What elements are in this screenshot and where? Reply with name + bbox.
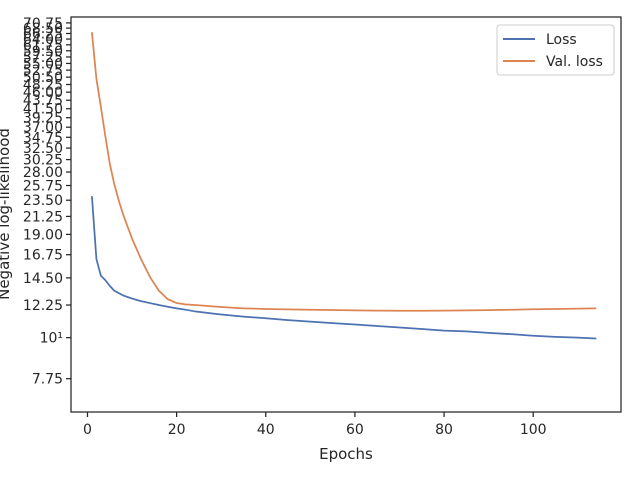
x-tick-label: 60 [346,422,364,438]
y-tick-label: 12.25 [23,298,63,314]
series-layer [91,32,597,340]
x-tick-label: 0 [83,422,92,438]
x-tick-label: 20 [168,422,186,438]
y-tick-label: 19.00 [23,227,63,243]
y-tick-label: 7.75 [32,372,63,388]
y-axis-ticks: 7.75 10¹ 12.25 14.50 16.75 19.00 21.2523.5025.… [23,16,71,388]
y-tick-label: 66.25 [23,26,63,42]
legend-label-val-loss: Val. loss [546,54,603,70]
legend-box [496,24,615,76]
y-tick-label: 57.25 [23,50,63,66]
x-tick-label: 100 [520,422,547,438]
y-tick-label: 23.50 [23,193,63,209]
y-tick-label: 25.75 [23,179,63,195]
plot-frame [70,16,622,413]
y-tick-label: 34.75 [23,130,63,146]
y-tick-label: 32.50 [23,141,63,157]
y-tick-label: 14.50 [23,271,63,287]
y-tick-label: 48.25 [23,77,63,93]
y-tick-label: 68.50 [23,21,63,37]
y-tick-label: 16.75 [23,248,63,264]
y-tick-label: 55.00 [23,56,63,72]
legend-label-loss: Loss [546,32,577,48]
y-tick-label: 43.75 [23,93,63,109]
y-tick-label: 46.00 [23,85,63,101]
series-line-loss [91,195,597,340]
y-tick-label: 61.75 [23,38,63,54]
y-tick-label: 37.00 [23,120,63,136]
y-tick-label: 52.75 [23,63,63,79]
y-tick-label: 21.25 [23,209,63,225]
x-tick-label: 80 [435,422,453,438]
plot-area [71,17,621,412]
x-axis-ticks: 0 20 40 60 80 100 [83,412,547,438]
x-axis-label: Epochs [319,445,373,463]
y-tick-label: 30.25 [23,153,63,169]
series-line-val-loss [91,32,597,312]
y-tick-label: 39.25 [23,111,63,127]
y-axis-label: Negative log-likelihood [0,128,13,300]
y-tick-label: 41.50 [23,102,63,118]
y-tick-label: 28.00 [23,165,63,181]
y-tick-label: 64.00 [23,32,63,48]
y-tick-label: 70.75 [23,16,63,32]
x-tick-label: 40 [257,422,275,438]
y-tick-label: 10¹ [40,331,63,347]
legend: Loss Val. loss [496,24,615,76]
y-tick-label: 59.50 [23,44,63,60]
y-tick-label: 50.50 [23,70,63,86]
